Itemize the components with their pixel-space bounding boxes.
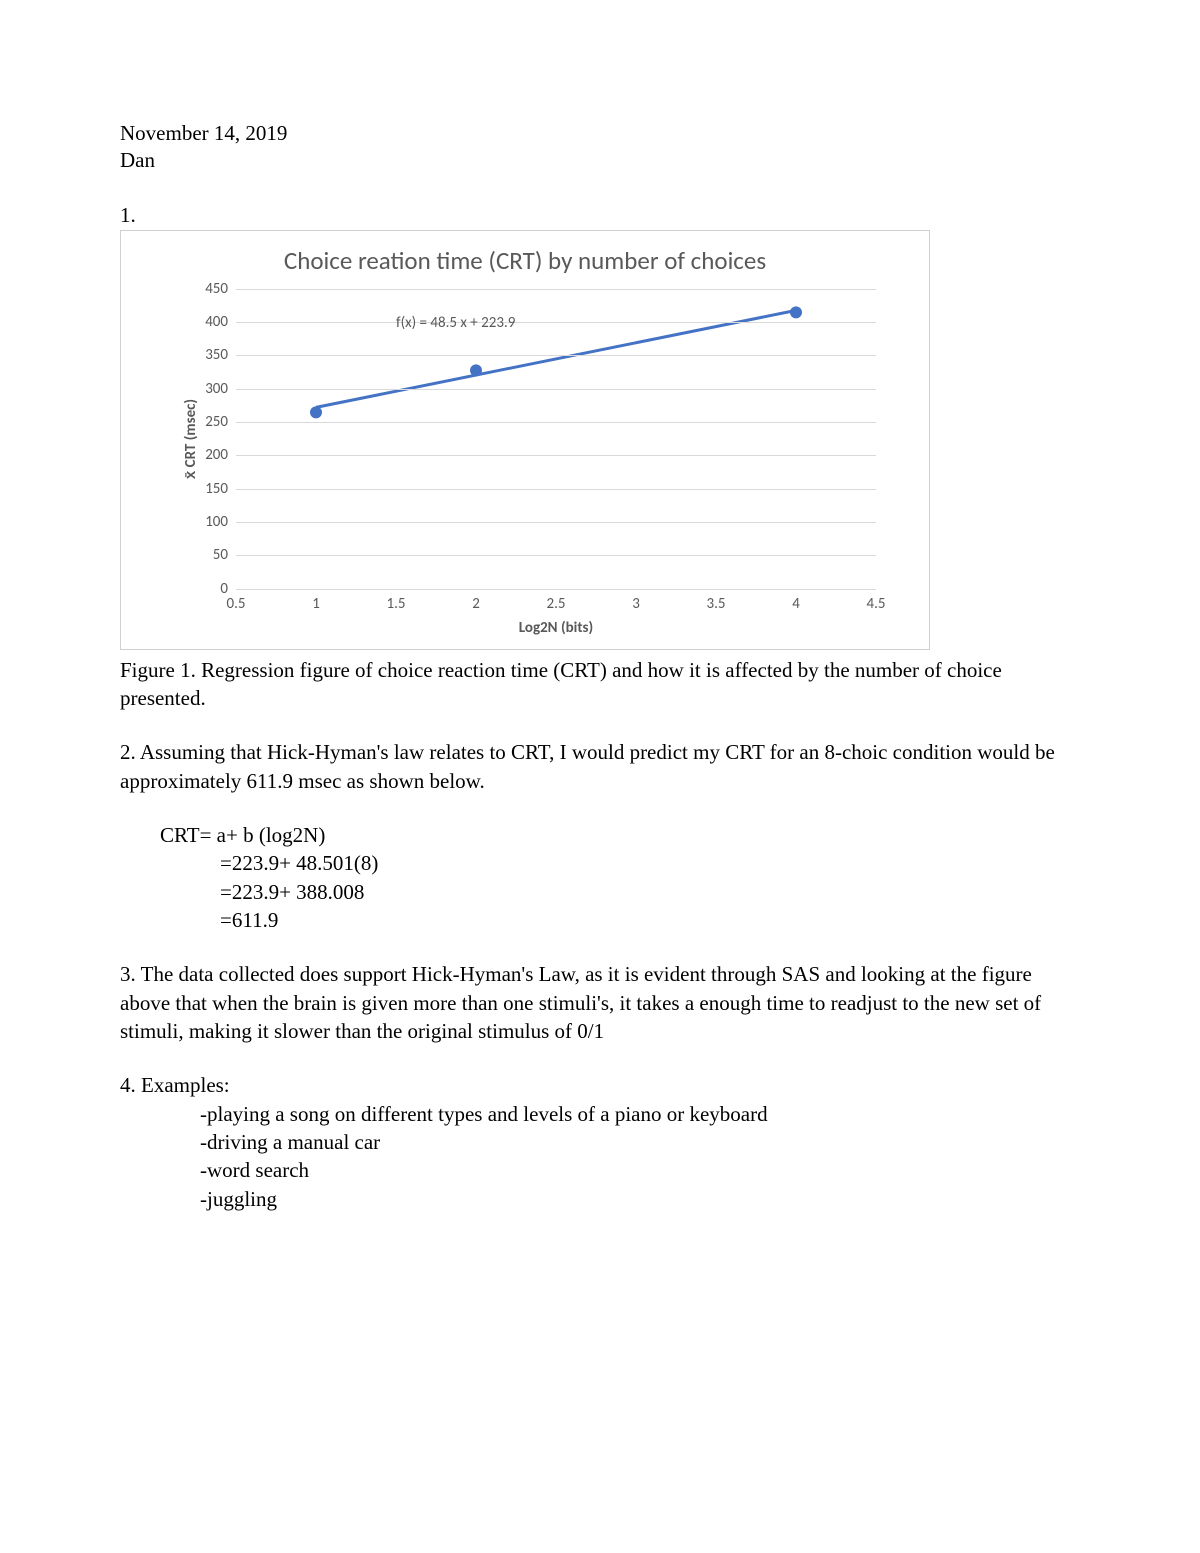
- header-date: November 14, 2019: [120, 120, 1080, 147]
- example-item: -driving a manual car: [200, 1128, 1080, 1156]
- question-3-text: 3. The data collected does support Hick-…: [120, 960, 1080, 1045]
- question-1-number: 1.: [120, 203, 1080, 228]
- example-item: -playing a song on different types and l…: [200, 1100, 1080, 1128]
- grid-line: [236, 322, 876, 323]
- example-item: -word search: [200, 1156, 1080, 1184]
- grid-line: [236, 522, 876, 523]
- x-tick-label: 2: [472, 595, 480, 613]
- example-item: -juggling: [200, 1185, 1080, 1213]
- question-4-label: 4. Examples:: [120, 1071, 1080, 1099]
- grid-line: [236, 289, 876, 290]
- grid-line: [236, 555, 876, 556]
- y-tick-label: 0: [188, 580, 228, 598]
- y-tick-label: 350: [188, 346, 228, 364]
- equation-label: f(x) = 48.5 x + 223.9: [396, 314, 515, 332]
- chart-svg: [236, 289, 876, 589]
- grid-line: [236, 455, 876, 456]
- y-axis-label: x̄ CRT (msec): [151, 289, 231, 589]
- x-tick-label: 1: [312, 595, 320, 613]
- y-tick-label: 100: [188, 513, 228, 531]
- grid-line: [236, 389, 876, 390]
- y-tick-label: 300: [188, 380, 228, 398]
- y-tick-label: 450: [188, 280, 228, 298]
- calc-line-4: =611.9: [220, 906, 1080, 934]
- x-tick-label: 3: [632, 595, 640, 613]
- calc-line-1: CRT= a+ b (log2N): [160, 821, 1080, 849]
- x-tick-label: 0.5: [227, 595, 246, 613]
- trendline: [316, 310, 796, 407]
- header-name: Dan: [120, 147, 1080, 174]
- crt-chart: Choice reation time (CRT) by number of c…: [120, 230, 930, 650]
- y-tick-label: 400: [188, 313, 228, 331]
- grid-line: [236, 589, 876, 590]
- y-tick-label: 200: [188, 446, 228, 464]
- data-point: [790, 306, 802, 318]
- data-point: [470, 364, 482, 376]
- x-tick-label: 2.5: [547, 595, 566, 613]
- y-axis-label-text: x̄ CRT (msec): [182, 399, 200, 479]
- calculation-block: CRT= a+ b (log2N) =223.9+ 48.501(8) =223…: [160, 821, 1080, 934]
- grid-line: [236, 355, 876, 356]
- figure-1-caption: Figure 1. Regression figure of choice re…: [120, 656, 1080, 713]
- x-axis-label: Log2N (bits): [236, 619, 876, 637]
- data-point: [310, 406, 322, 418]
- x-tick-label: 4: [792, 595, 800, 613]
- question-2-text: 2. Assuming that Hick-Hyman's law relate…: [120, 738, 1080, 795]
- y-tick-label: 250: [188, 413, 228, 431]
- calc-line-2: =223.9+ 48.501(8): [220, 849, 1080, 877]
- grid-line: [236, 489, 876, 490]
- x-tick-label: 4.5: [867, 595, 886, 613]
- chart-title: Choice reation time (CRT) by number of c…: [121, 245, 929, 276]
- y-tick-label: 50: [188, 546, 228, 564]
- x-tick-label: 1.5: [387, 595, 406, 613]
- plot-area: 0501001502002503003504004500.511.522.533…: [236, 289, 876, 589]
- calc-line-3: =223.9+ 388.008: [220, 878, 1080, 906]
- y-tick-label: 150: [188, 480, 228, 498]
- x-tick-label: 3.5: [707, 595, 726, 613]
- grid-line: [236, 422, 876, 423]
- examples-list: -playing a song on different types and l…: [200, 1100, 1080, 1213]
- document-page: November 14, 2019 Dan 1. Choice reation …: [0, 0, 1200, 1553]
